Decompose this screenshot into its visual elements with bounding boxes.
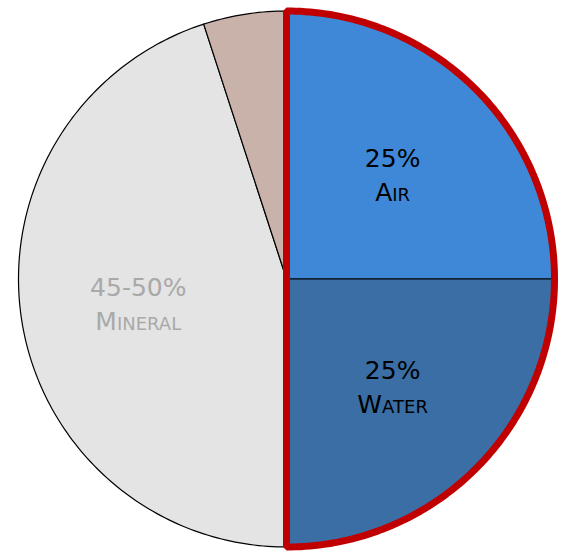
svg-text:25%Water: 25%Water [357,356,428,419]
svg-text:25%Air: 25%Air [365,144,421,207]
svg-text:45-50%Mineral: 45-50%Mineral [90,273,186,336]
